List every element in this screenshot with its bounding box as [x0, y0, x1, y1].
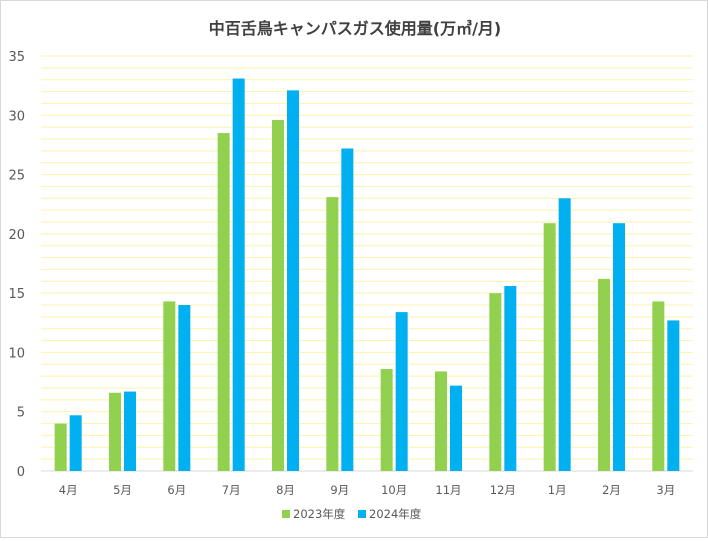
bar-series2 — [450, 385, 462, 471]
grid-lines — [41, 55, 693, 460]
y-tick-label: 10 — [8, 346, 25, 361]
bar-series1 — [652, 301, 665, 471]
legend-label: 2023年度 — [293, 507, 346, 521]
y-tick-label: 15 — [8, 287, 25, 302]
legend-swatch — [358, 510, 366, 518]
y-tick-label: 35 — [8, 50, 25, 65]
bar-series2 — [232, 78, 245, 472]
x-tick-label: 9月 — [330, 483, 349, 497]
x-tick-label: 8月 — [276, 483, 295, 497]
bar-series2 — [504, 286, 517, 471]
bar-series2 — [613, 223, 625, 471]
bar-series1 — [54, 423, 67, 471]
bar-series2 — [395, 312, 408, 471]
legend-swatch — [282, 510, 290, 518]
bar-series1 — [489, 293, 502, 471]
x-tick-label: 6月 — [167, 483, 186, 497]
x-tick-label: 2月 — [602, 483, 621, 497]
bar-series2 — [287, 90, 299, 471]
y-tick-label: 30 — [8, 109, 25, 124]
x-tick-label: 1月 — [548, 483, 567, 497]
bar-series1 — [598, 278, 610, 471]
bar-series2 — [178, 305, 191, 471]
y-tick-label: 25 — [8, 169, 25, 184]
bar-series1 — [435, 371, 447, 471]
x-tick-label: 10月 — [381, 483, 407, 497]
bar-series1 — [543, 223, 556, 471]
y-tick-label: 0 — [17, 465, 25, 480]
bars — [54, 78, 680, 472]
tick-labels: 0 5 10 15 20 25 30 35 4月 5月 6月 7月 8月 9月 10月 11月 12月 1月 2月 3… — [8, 50, 675, 497]
bar-series2 — [124, 391, 136, 471]
x-tick-label: 4月 — [59, 483, 78, 497]
x-tick-label: 3月 — [656, 483, 675, 497]
bar-series1 — [217, 133, 230, 472]
x-tick-label: 5月 — [113, 483, 132, 497]
bar-series2 — [341, 148, 354, 471]
bar-series1 — [163, 301, 176, 471]
bar-series2 — [667, 320, 680, 471]
legend-label: 2024年度 — [369, 507, 422, 521]
bar-series2 — [558, 198, 571, 472]
x-tick-label: 12月 — [490, 483, 516, 497]
x-tick-label: 11月 — [435, 483, 461, 497]
y-tick-label: 20 — [8, 228, 25, 243]
bar-series1 — [272, 120, 284, 472]
x-tick-label: 7月 — [222, 483, 241, 497]
bar-series1 — [380, 369, 393, 471]
chart-title: 中百舌鳥キャンパスガス使用量(万㎥/月) — [208, 19, 502, 38]
legend: 2023年度 2024年度 — [282, 507, 422, 521]
y-tick-label: 5 — [17, 406, 25, 421]
bar-series1 — [326, 197, 339, 471]
bar-series1 — [109, 392, 121, 471]
bar-series2 — [69, 415, 82, 471]
